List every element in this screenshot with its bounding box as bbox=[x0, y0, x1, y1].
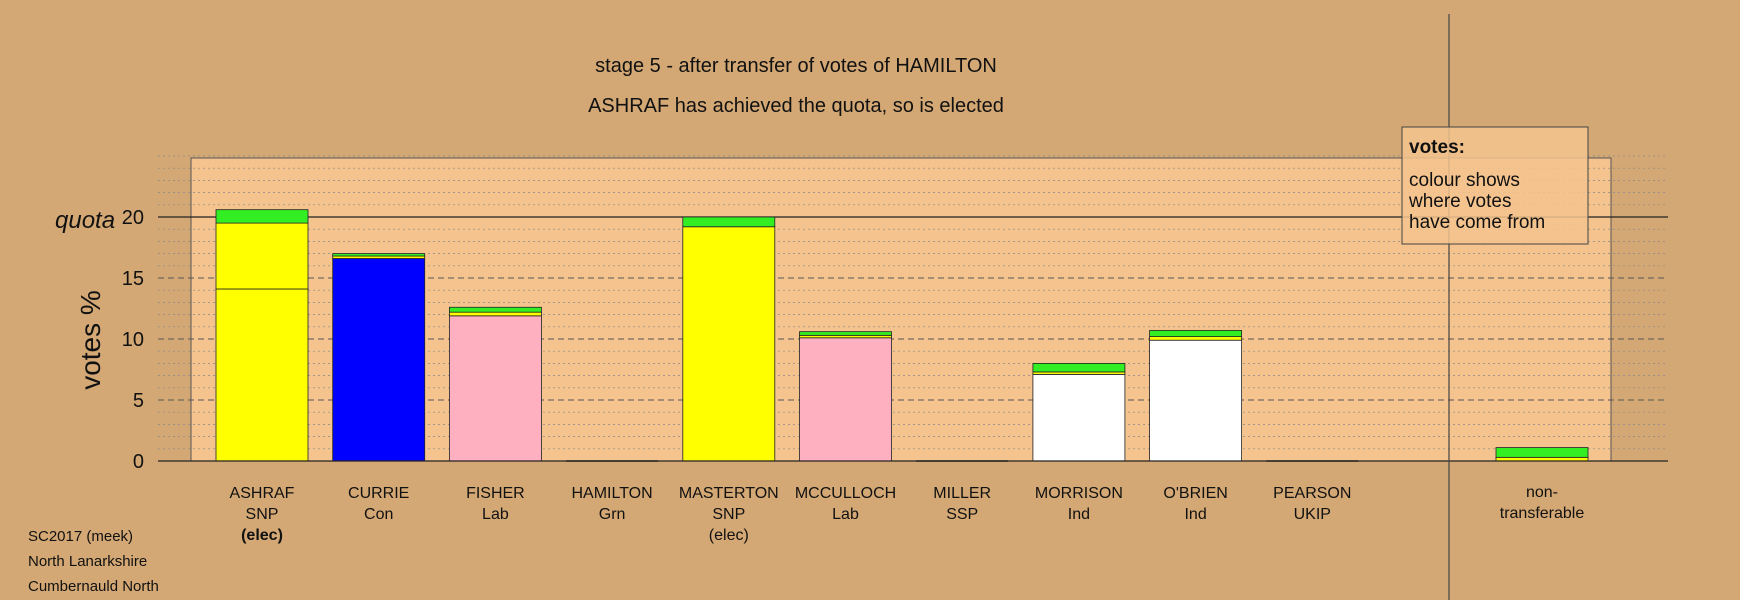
bar-obrien-segment-0 bbox=[1149, 339, 1242, 462]
candidate-name-label: ASHRAF bbox=[230, 485, 295, 502]
candidate-party-label: Con bbox=[364, 506, 393, 523]
candidate-party-label: SNP bbox=[246, 506, 279, 523]
candidate-party-label: Ind bbox=[1068, 506, 1090, 523]
bar-ashraf-segment-0 bbox=[215, 288, 309, 462]
plot-background bbox=[190, 157, 1612, 462]
candidate-name-label: MILLER bbox=[933, 485, 991, 502]
bar-obrien-segment-1 bbox=[1149, 336, 1242, 341]
candidate-status-label: (elec) bbox=[709, 527, 749, 544]
y-tick-label: 5 bbox=[133, 390, 144, 412]
legend-line-2: where votes bbox=[1408, 191, 1511, 212]
nontransferable-label: transferable bbox=[1500, 505, 1585, 522]
bar-fisher-segment-2 bbox=[448, 306, 542, 313]
candidate-party-label: SNP bbox=[712, 506, 745, 523]
bar-morrison-segment-2 bbox=[1032, 362, 1126, 373]
bars bbox=[215, 209, 1589, 462]
footer: SC2017 (meek) North Lanarkshire Cumberna… bbox=[28, 528, 159, 595]
bar-nontransferable-segment-1 bbox=[1495, 447, 1589, 458]
candidate-name-label: PEARSON bbox=[1273, 485, 1351, 502]
candidate-party-label: Lab bbox=[482, 506, 509, 523]
bar-currie-segment-2 bbox=[332, 253, 426, 257]
bar-fisher-segment-0 bbox=[448, 315, 542, 462]
candidate-name-label: HAMILTON bbox=[571, 485, 652, 502]
candidate-name-label: MCCULLOCH bbox=[795, 485, 896, 502]
chart-subtitle: ASHRAF has achieved the quota, so is ele… bbox=[588, 95, 1004, 117]
candidate-party-label: SSP bbox=[946, 506, 978, 523]
bar-ashraf-segment-1 bbox=[215, 222, 309, 290]
legend-title: votes: bbox=[1409, 137, 1465, 158]
candidate-name-label: FISHER bbox=[466, 485, 525, 502]
legend-line-1: colour shows bbox=[1409, 170, 1520, 191]
bar-mcculloch-segment-2 bbox=[799, 331, 892, 336]
nontransferable-label: non- bbox=[1526, 484, 1558, 501]
legend: votes: colour shows where votes have com… bbox=[1401, 126, 1589, 245]
footer-line-1: SC2017 (meek) bbox=[28, 528, 133, 545]
y-tick-label: 15 bbox=[122, 268, 144, 290]
bar-fisher-segment-1 bbox=[448, 311, 542, 317]
footer-line-2: North Lanarkshire bbox=[28, 553, 147, 570]
bar-ashraf-segment-2 bbox=[215, 209, 309, 224]
bar-masterton-segment-0 bbox=[682, 226, 776, 462]
y-axis-label: votes % bbox=[75, 290, 106, 390]
bar-morrison-segment-0 bbox=[1032, 373, 1126, 462]
candidate-party-label: UKIP bbox=[1294, 506, 1331, 523]
candidate-party-label: Ind bbox=[1184, 506, 1206, 523]
bar-currie-segment-0 bbox=[332, 258, 426, 462]
y-axis: 0 5 10 15 20 bbox=[122, 207, 1668, 473]
candidate-party-label: Lab bbox=[832, 506, 859, 523]
candidate-name-label: CURRIE bbox=[348, 485, 409, 502]
candidate-name-label: MASTERTON bbox=[679, 485, 779, 502]
y-tick-label: 0 bbox=[133, 451, 144, 473]
bar-mcculloch-segment-0 bbox=[799, 337, 892, 462]
candidate-labels: ASHRAF SNP (elec) CURRIE Con FISHER Lab HAMILTO… bbox=[230, 484, 1585, 544]
quota-label: quota bbox=[55, 207, 115, 234]
legend-line-3: have come from bbox=[1409, 212, 1545, 233]
bar-obrien-segment-2 bbox=[1149, 330, 1242, 337]
bar-masterton-segment-1 bbox=[682, 216, 776, 228]
candidate-name-label: MORRISON bbox=[1035, 485, 1123, 502]
y-tick-label: 10 bbox=[122, 329, 144, 351]
y-tick-label: 20 bbox=[122, 207, 144, 229]
footer-line-3: Cumbernauld North bbox=[28, 578, 159, 595]
candidate-name-label: O'BRIEN bbox=[1163, 485, 1227, 502]
chart-title: stage 5 - after transfer of votes of HAM… bbox=[595, 55, 997, 77]
candidate-party-label: Grn bbox=[599, 506, 626, 523]
candidate-status-label: (elec) bbox=[241, 527, 283, 544]
